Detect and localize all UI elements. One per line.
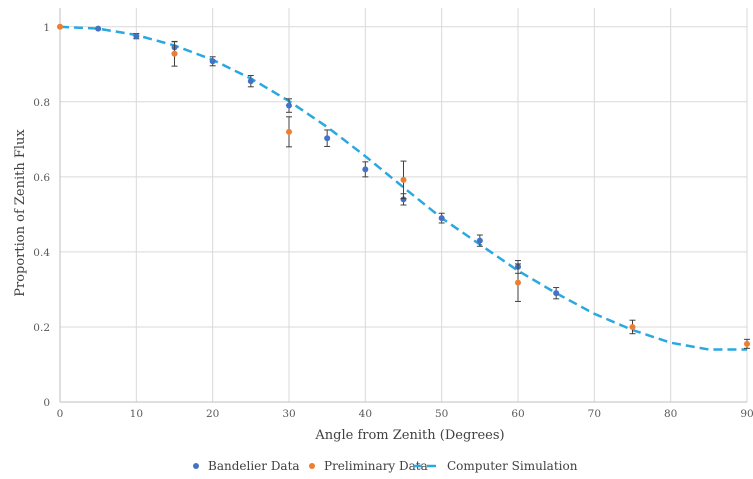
data-points — [57, 23, 750, 349]
legend-marker — [193, 463, 199, 469]
x-tick-label: 90 — [740, 408, 753, 420]
bandelier-data-point — [476, 237, 483, 244]
y-axis-title: Proportion of Zenith Flux — [13, 129, 28, 297]
x-tick-label: 60 — [511, 408, 524, 420]
x-tick-label: 20 — [206, 408, 219, 420]
y-tick-label: 0.4 — [33, 247, 50, 259]
y-tick-label: 0 — [43, 397, 50, 409]
bandelier-data-point — [286, 102, 292, 109]
x-axis-title: Angle from Zenith (Degrees) — [314, 428, 504, 443]
y-tick-label: 0.2 — [33, 322, 50, 334]
legend-marker — [309, 463, 315, 469]
x-tick-label: 30 — [282, 408, 295, 420]
x-tick-label: 50 — [435, 408, 448, 420]
bandelier-data-point — [133, 33, 140, 40]
x-tick-label: 80 — [664, 408, 677, 420]
tick-labels: 0 10 20 30 40 50 60 70 80 90 0 0.2 0.4 0.6 0.8 1 — [33, 22, 753, 420]
legend-label: Computer Simulation — [447, 459, 578, 473]
bandelier-data-point — [324, 135, 331, 142]
y-tick-label: 0.6 — [33, 172, 50, 184]
preliminary-data-point — [57, 23, 63, 30]
preliminary-data-point — [171, 50, 178, 57]
axes — [59, 8, 747, 403]
x-tick-label: 70 — [588, 408, 601, 420]
bandelier-data-point — [362, 166, 369, 173]
bandelier-data-point — [209, 58, 216, 65]
y-tick-label: 1 — [43, 22, 50, 34]
bandelier-data-point — [553, 290, 560, 297]
preliminary-data-point — [744, 340, 750, 347]
bandelier-data-point — [438, 215, 445, 222]
x-tick-label: 10 — [130, 408, 143, 420]
legend-label: Preliminary Data — [324, 459, 428, 473]
preliminary-data-point — [400, 176, 407, 183]
legend: Bandelier Data Preliminary Data Computer S… — [193, 459, 578, 473]
bandelier-data-point — [95, 25, 102, 32]
bandelier-data-point — [400, 196, 407, 203]
bandelier-data-point — [247, 78, 254, 85]
preliminary-data-point — [515, 279, 521, 286]
x-tick-label: 0 — [57, 408, 64, 420]
preliminary-data-point — [286, 128, 292, 135]
y-tick-label: 0.8 — [33, 97, 50, 109]
preliminary-data-point — [629, 323, 636, 330]
x-tick-label: 40 — [359, 408, 372, 420]
legend-label: Bandelier Data — [208, 459, 300, 473]
